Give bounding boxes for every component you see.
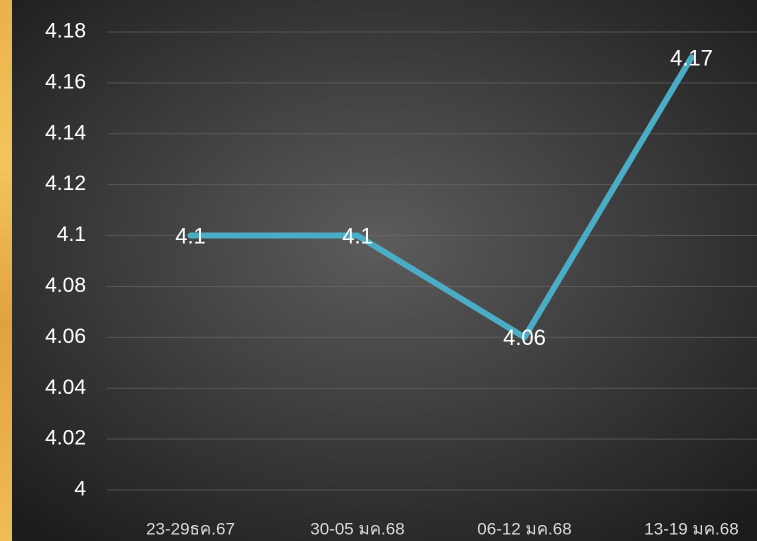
y-tick-label: 4.16	[45, 70, 86, 93]
y-tick-label: 4	[74, 478, 86, 501]
x-tick-label: 23-29ธค.67	[146, 519, 235, 538]
y-tick-label: 4.12	[45, 172, 86, 195]
x-tick-label: 13-19 มค.68	[644, 519, 738, 538]
background	[0, 0, 757, 541]
x-tick-label: 30-05 มค.68	[310, 519, 404, 538]
y-tick-label: 4.02	[45, 427, 86, 450]
side-strip	[0, 0, 12, 541]
y-tick-label: 4.18	[45, 20, 86, 43]
y-tick-label: 4.14	[45, 121, 86, 144]
data-label: 4.06	[503, 325, 546, 350]
page: {"chart_data": {"type": "line", "categor…	[0, 0, 757, 541]
y-tick-label: 4.08	[45, 274, 86, 297]
x-tick-label: 06-12 มค.68	[477, 519, 571, 538]
y-tick-label: 4.06	[45, 325, 86, 348]
chart: 4 4.02 4.04 4.06 4.08 4.1 4.12 4.14 4.16 4.18 23-2…	[0, 0, 757, 541]
data-label: 4.17	[670, 45, 713, 70]
y-tick-label: 4.1	[57, 223, 86, 246]
data-label: 4.1	[175, 223, 206, 248]
y-tick-label: 4.04	[45, 376, 86, 399]
data-label: 4.1	[342, 223, 373, 248]
